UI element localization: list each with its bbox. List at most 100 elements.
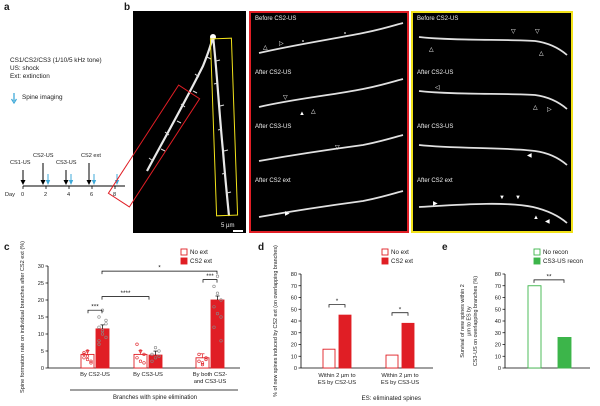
svg-text:▼: ▼ [499, 195, 505, 201]
yellow-panel-after-cs3-us: After CS3-US ◀ [415, 123, 569, 174]
significance-bracket [101, 270, 218, 275]
bar-cs2-ext [338, 314, 352, 369]
legend-line-1: CS1/CS2/CS3 (1/10/5 kHz tone) [10, 57, 102, 64]
data-point [212, 305, 216, 309]
data-point [197, 359, 201, 363]
red-panel-after-cs3-us: After CS3-US ▽ [253, 123, 405, 174]
data-point [219, 339, 223, 343]
significance-bracket [87, 309, 103, 314]
y-tick-label: 30 [38, 264, 44, 270]
data-point [104, 322, 108, 326]
y-tick-label: 0 [498, 366, 501, 372]
data-point [204, 356, 208, 360]
data-point [212, 325, 216, 329]
bar-no-ext [133, 353, 148, 369]
data-point [85, 354, 90, 358]
y-tick-label: 40 [291, 319, 297, 325]
y-tick-label: 20 [38, 298, 44, 304]
significance-bracket [328, 304, 346, 308]
y-tick-label: 50 [291, 307, 297, 313]
x-tick-label: Within 2 µm to ES by CS2-US [318, 373, 356, 386]
day-2: 2 [44, 192, 48, 198]
data-point [89, 361, 93, 365]
red-branch-panels: Before CS2-US △ ▷ After CS2-US ▽ ▲ △ After … [249, 11, 409, 233]
data-point [150, 359, 154, 363]
data-point [85, 357, 90, 362]
svg-text:◀: ◀ [545, 219, 550, 225]
data-point [219, 315, 223, 319]
spine-imaging-label: Spine imaging [22, 94, 63, 101]
data-point [138, 349, 143, 353]
data-point [100, 328, 105, 333]
y-axis-label: Survival of new spines within 2µm to ES … [460, 276, 479, 366]
legend-label: No ext [391, 249, 409, 256]
significance-label: *** [206, 273, 214, 280]
svg-text:△: △ [429, 47, 434, 53]
red-panel-before-cs2-us: Before CS2-US △ ▷ [253, 15, 405, 66]
data-point [197, 352, 201, 356]
x-tick-label: By both CS2-and CS3-US [193, 372, 228, 385]
legend-line-2: US: shock [10, 65, 40, 72]
data-point [138, 359, 143, 363]
scale-bar-label: 5 µm [221, 223, 235, 229]
day-6: 6 [90, 192, 94, 198]
y-axis-label: % of new spines induced by CS2 ext (on o… [273, 245, 279, 397]
legend-label: CS3-US recon [543, 258, 583, 265]
red-panel-after-cs2-ext: After CS2 ext ▶ [253, 177, 405, 231]
y-tick-label: 25 [38, 281, 44, 287]
yellow-panel-after-cs2-us: After CS2-US ◁ △ ▷ [415, 69, 569, 120]
legend-swatch [381, 248, 389, 256]
red-title-1: Before CS2-US [255, 16, 297, 22]
yellow-title-1: Before CS2-US [417, 16, 459, 22]
data-point [153, 345, 158, 350]
y-tick-label: 70 [495, 284, 501, 290]
svg-text:▷: ▷ [547, 107, 552, 113]
panel-label-a: a [4, 2, 10, 13]
dendrite-overview-image: 5 µm [107, 11, 246, 233]
legend-swatch [533, 248, 541, 256]
yellow-panel-before-cs2-us: Before CS2-US △ ▽ ▽ △ [415, 15, 569, 66]
data-point [82, 356, 86, 360]
scale-bar [233, 230, 243, 232]
y-tick-label: 60 [495, 296, 501, 302]
significance-bracket [101, 296, 150, 300]
chart-d: 0 10 20 30 40 50 60 70 80 % of new spines induced… [273, 245, 433, 402]
significance-label: * [399, 306, 402, 313]
yellow-title-2: After CS2-US [417, 70, 454, 76]
svg-text:▲: ▲ [533, 215, 539, 221]
data-point [157, 349, 161, 353]
yellow-branch-panels: Before CS2-US △ ▽ ▽ △ After CS2-US ◁ △ ▷ Afte… [411, 11, 573, 233]
data-point [150, 352, 154, 356]
blue-arrow-icon [10, 93, 18, 104]
data-point [97, 315, 101, 319]
y-tick-label: 20 [495, 343, 501, 349]
y-tick-label: 15 [38, 315, 44, 321]
data-point [157, 354, 161, 358]
y-tick-label: 0 [294, 366, 297, 372]
data-point [153, 356, 158, 360]
legend-label: No recon [543, 249, 569, 256]
x-tick-label: By CS3-US [133, 372, 163, 378]
event-cs3-us: CS3-US [56, 160, 77, 166]
data-point [97, 325, 101, 329]
data-point [135, 342, 139, 346]
significance-label: *** [91, 304, 99, 311]
significance-label: * [158, 265, 161, 272]
data-point [142, 361, 146, 365]
bar-no-recon [527, 285, 542, 369]
svg-text:▶: ▶ [285, 211, 290, 217]
bar-cs2-ext [148, 354, 163, 369]
bar-no-ext [322, 348, 336, 369]
x-tick-label: By CS2-US [80, 372, 110, 378]
svg-text:△: △ [263, 45, 268, 51]
y-tick-label: 10 [291, 354, 297, 360]
legend-line-3: Ext: extinction [10, 73, 50, 80]
day-0: 0 [21, 192, 25, 198]
chart-c: 0 5 10 15 20 25 30 Spine formation rate on indi… [20, 241, 240, 401]
red-title-2: After CS2-US [255, 70, 292, 76]
significance-label: **** [121, 290, 131, 297]
y-tick-label: 70 [291, 284, 297, 290]
legend-swatch [381, 257, 389, 265]
y-tick-label: 40 [495, 319, 501, 325]
legend-label: CS2 ext [391, 258, 413, 265]
